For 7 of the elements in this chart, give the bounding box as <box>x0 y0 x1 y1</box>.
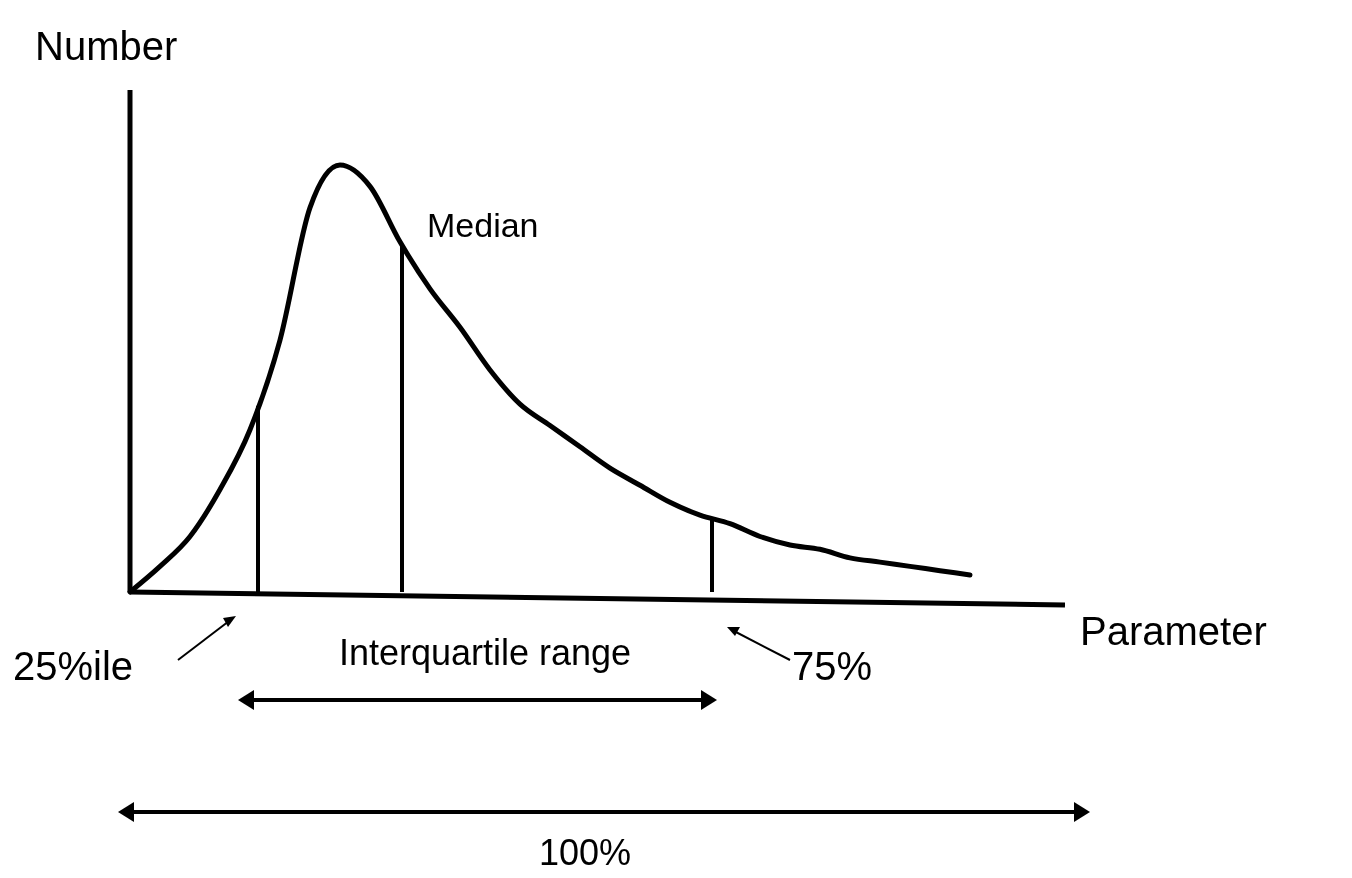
text: 100% <box>538 832 632 873</box>
text: 75% <box>792 644 873 688</box>
y-axis-title: Number <box>35 24 178 68</box>
text: Interquartile range <box>338 632 632 673</box>
text: 25%ile <box>13 644 134 688</box>
x-axis-title: Parameter <box>1080 609 1267 653</box>
annotation: Median <box>427 205 539 244</box>
